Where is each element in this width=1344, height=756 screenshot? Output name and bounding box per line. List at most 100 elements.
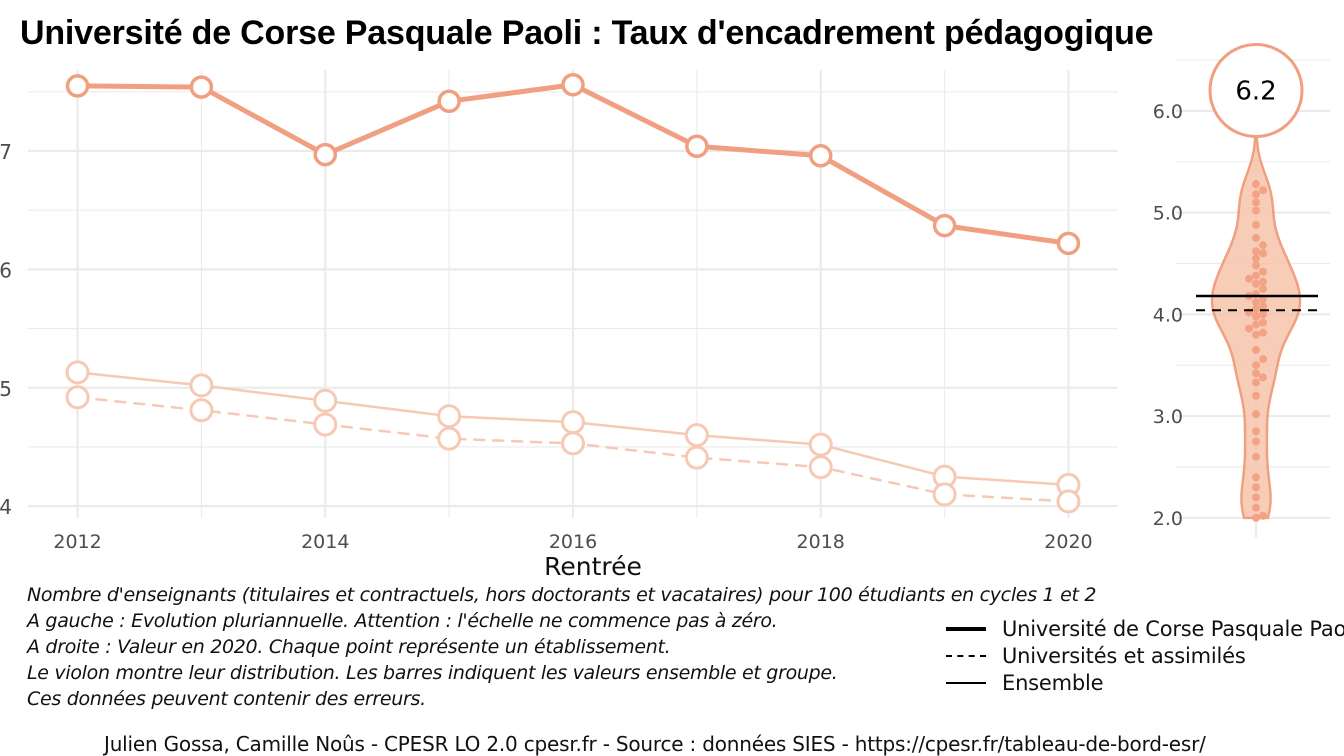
x-tick-label: 2016 (549, 531, 597, 553)
violin-dot (1252, 198, 1260, 207)
violin-dot (1259, 186, 1267, 195)
data-point (561, 431, 585, 456)
data-point (437, 89, 461, 114)
violin-dot (1252, 427, 1260, 436)
violin-dot (1259, 241, 1267, 250)
violin-dot (1259, 284, 1267, 293)
highlight-circle (1208, 43, 1304, 139)
violin-dot (1252, 271, 1260, 280)
data-point (1056, 231, 1081, 256)
violin-dot (1259, 511, 1267, 520)
caption-line-4: Le violon montre leur distribution. Les … (27, 662, 838, 684)
violin-dot (1259, 373, 1267, 382)
data-point (808, 455, 833, 480)
y-tick-label: 5 (0, 377, 12, 401)
page-title: Université de Corse Pasquale Paoli : Tau… (20, 14, 1154, 52)
violin-y-tick-label: 3.0 (1153, 406, 1183, 428)
data-point (1056, 489, 1081, 514)
data-point (808, 144, 833, 168)
data-point (313, 142, 338, 167)
data-point (189, 398, 214, 423)
violin-dot (1252, 378, 1260, 387)
violin-axis-labels: 2.0 3.0 4.0 5.0 6.0 (1153, 101, 1183, 530)
x-tick-label: 2012 (53, 531, 101, 553)
violin-dot (1259, 267, 1267, 276)
violin-reference-lines (1196, 294, 1318, 312)
line-chart: 4 5 6 7 2012 2014 2016 2018 2020 Rentrée (0, 70, 1118, 581)
y-tick-label: 6 (0, 258, 12, 282)
violin-y-tick-label: 6.0 (1153, 101, 1183, 123)
violin-dot (1252, 190, 1260, 199)
violin-dot (1252, 261, 1260, 270)
data-point (65, 385, 90, 410)
data-point (189, 75, 214, 99)
violin-y-tick-label: 2.0 (1153, 508, 1183, 530)
violin-dot (1252, 493, 1260, 502)
violin-dot (1252, 234, 1260, 243)
data-point (65, 360, 90, 385)
violin-dot (1252, 473, 1260, 482)
violin-dot (1252, 279, 1260, 288)
violin-dot (1252, 483, 1260, 492)
caption-line-5: Ces données peuvent contenir des erreurs… (27, 688, 426, 710)
violin-dot (1252, 345, 1260, 354)
violin-dot (1259, 302, 1267, 311)
data-point (684, 445, 709, 470)
violin-dot (1252, 247, 1260, 256)
violin-dot (1252, 330, 1260, 339)
legend-key-dashed (946, 655, 986, 657)
x-tick-label: 2020 (1044, 531, 1092, 553)
violin-chart: 2.0 3.0 4.0 5.0 6.0 6.2 (1153, 43, 1330, 538)
violin-dot (1252, 180, 1260, 189)
legend-key-solid-thin (946, 682, 986, 684)
violin-dot (1252, 298, 1260, 307)
x-tick-label: 2018 (797, 531, 845, 553)
data-point (685, 134, 709, 159)
caption-line-1: Nombre d'enseignants (titulaires et cont… (27, 584, 1097, 606)
violin-dot (1252, 206, 1260, 215)
credits: Julien Gossa, Camille Noûs - CPESR LO 2.… (104, 732, 1206, 756)
violin-dot (1259, 318, 1267, 327)
data-point (561, 72, 585, 97)
violin-dot (1252, 361, 1260, 370)
legend-label: Université de Corse Pasquale Paoli (1002, 617, 1344, 641)
x-axis-title: Rentrée (544, 552, 642, 581)
legend-label: Ensemble (1002, 671, 1104, 695)
violin-dot (1252, 320, 1260, 329)
line-chart-series (65, 72, 1081, 514)
line-chart-axis-labels: 4 5 6 7 2012 2014 2016 2018 2020 Rentrée (0, 140, 1093, 581)
violin-y-tick-label: 5.0 (1153, 203, 1183, 225)
violin-dot (1252, 220, 1260, 229)
data-point (313, 412, 338, 437)
data-point (189, 373, 214, 398)
violin-dot (1252, 305, 1260, 314)
caption-line-2: A gauche : Evolution pluriannuelle. Atte… (27, 610, 778, 632)
violin-dot (1252, 254, 1260, 263)
violin-dot (1259, 249, 1267, 258)
violin-dot (1259, 355, 1267, 364)
legend-key-solid-bold (946, 627, 986, 631)
violin-dot (1252, 410, 1260, 419)
violin-dot (1259, 328, 1267, 337)
legend-label: Universités et assimilés (1002, 644, 1246, 668)
violin-dot (1252, 391, 1260, 400)
y-tick-label: 4 (0, 495, 12, 519)
violin-dot (1259, 277, 1267, 286)
x-tick-label: 2014 (301, 531, 349, 553)
violin-dot (1259, 310, 1267, 319)
violin-dot (1245, 274, 1253, 283)
data-point (932, 213, 957, 238)
violin-dot (1252, 369, 1260, 378)
violin-dot (1252, 503, 1260, 512)
highlight-value-label: 6.2 (1235, 77, 1276, 107)
data-point (313, 388, 338, 413)
data-point (65, 74, 90, 98)
violin-dot (1252, 513, 1260, 522)
violin-highlight: 6.2 (1208, 43, 1304, 139)
data-point (932, 482, 957, 507)
violin-dot (1252, 452, 1260, 461)
y-tick-label: 7 (0, 140, 12, 164)
violin-y-tick-label: 4.0 (1153, 304, 1183, 326)
violin-dot (1245, 324, 1253, 333)
caption-line-3: A droite : Valeur en 2020. Chaque point … (27, 636, 671, 658)
